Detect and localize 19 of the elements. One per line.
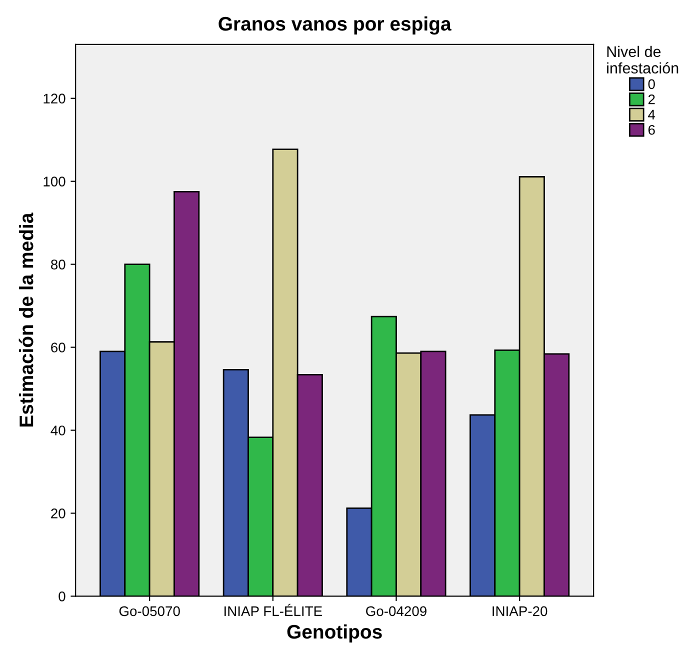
y-tick-label: 20 — [51, 508, 66, 518]
y-tick-label: 120 — [44, 94, 66, 104]
legend-label: 4 — [648, 110, 656, 120]
legend-label: 0 — [648, 79, 655, 90]
y-tick-label: 100 — [44, 176, 66, 186]
y-axis-title: Estimación de la media — [18, 212, 34, 427]
legend-label: 6 — [648, 124, 655, 135]
chart-title: Granos vanos por espiga — [218, 16, 452, 35]
legend-title: Nivel de infestación — [607, 46, 678, 74]
x-tick-label: INIAP-20 — [492, 606, 548, 616]
x-tick-label: Go-04209 — [366, 606, 426, 616]
x-axis-title: Genotipos — [287, 624, 382, 643]
y-tick-label: 80 — [51, 260, 66, 270]
y-tick-label: 40 — [50, 426, 66, 436]
x-tick-label: Go-05070 — [119, 606, 180, 616]
x-tick-label: INIAP FL-ÉLITE — [224, 604, 322, 616]
y-tick-label: 0 — [58, 592, 66, 602]
legend-label: 2 — [648, 94, 655, 104]
y-tick-label: 60 — [51, 342, 66, 352]
